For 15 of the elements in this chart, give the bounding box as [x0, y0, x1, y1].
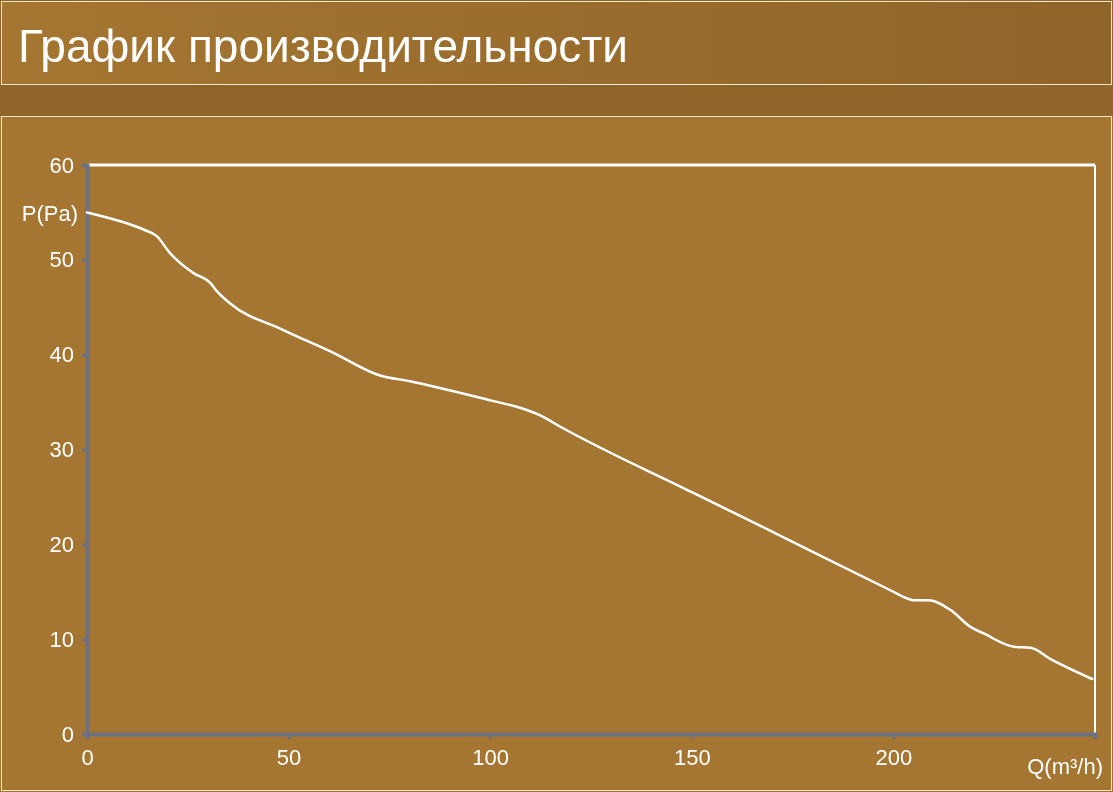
y-tick-label: 50 [49, 247, 74, 273]
y-tick-label: 10 [49, 626, 74, 652]
x-tick-label: 150 [673, 744, 711, 770]
y-tick-label: 30 [49, 437, 74, 463]
y-tick-label: 0 [61, 721, 74, 747]
x-tick-label: 0 [81, 744, 94, 770]
x-tick-label: 50 [276, 744, 302, 770]
chart-title: График производительности [18, 20, 628, 72]
x-tick-label: 100 [472, 744, 510, 770]
y-tick-label: 40 [49, 342, 74, 368]
x-axis-title: Q(m³/h) [1027, 754, 1103, 779]
y-axis-title: P(Pa) [21, 201, 78, 226]
y-tick-label: 20 [49, 531, 74, 557]
y-tick-label: 60 [49, 152, 74, 178]
x-tick-label: 200 [875, 744, 913, 770]
